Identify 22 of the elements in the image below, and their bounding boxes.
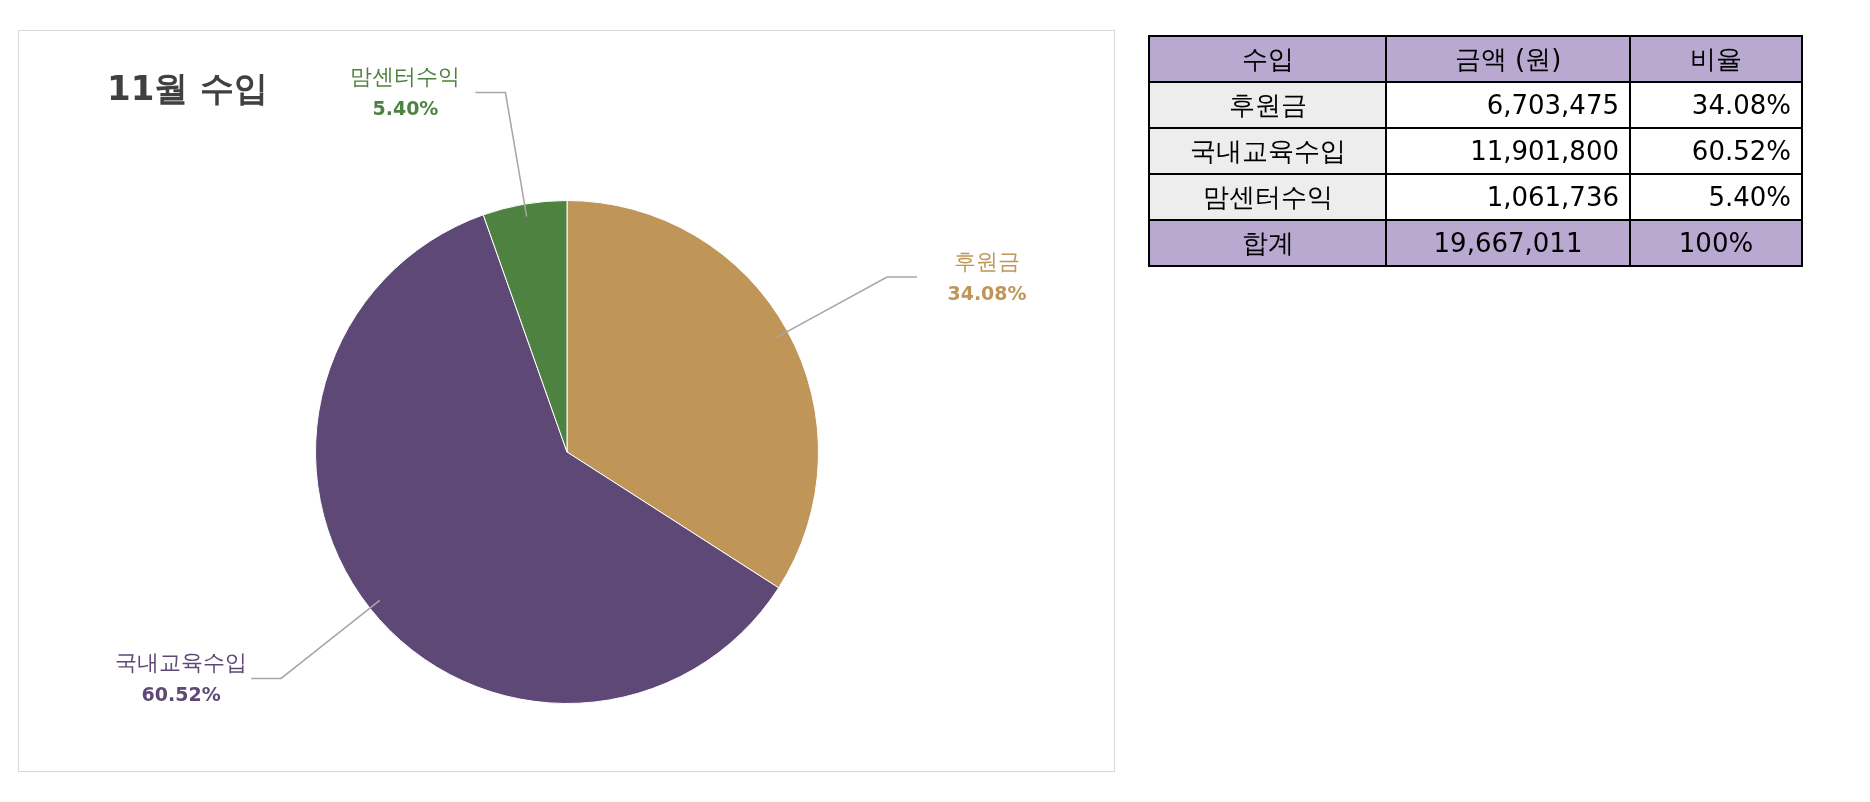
- text: 수입: [1149, 36, 1386, 82]
- slice-label: 국내교육수입: [115, 650, 248, 676]
- slice-label: 후원금: [954, 248, 1021, 274]
- text: 1,061,736: [1386, 174, 1630, 220]
- text: 60.52%: [1630, 128, 1802, 174]
- text: 합계: [1149, 220, 1386, 266]
- data-label: 34.08%: [947, 282, 1027, 305]
- slice-label: 맘센터수익: [350, 64, 461, 90]
- text: 6,703,475: [1386, 82, 1630, 128]
- text: 금액 (원): [1386, 36, 1630, 82]
- data-label: 5.40%: [372, 97, 439, 120]
- text: 5.40%: [1630, 174, 1802, 220]
- text: 비율: [1630, 36, 1802, 82]
- text: 11,901,800: [1386, 128, 1630, 174]
- text: 19,667,011: [1386, 220, 1630, 266]
- text: 100%: [1630, 220, 1802, 266]
- text: 후원금: [1149, 82, 1386, 128]
- text: 국내교육수입: [1149, 128, 1386, 174]
- text: 34.08%: [1630, 82, 1802, 128]
- chart-title: 11월 수입: [107, 67, 269, 108]
- text: 맘센터수익: [1149, 174, 1386, 220]
- data-label: 60.52%: [141, 683, 221, 706]
